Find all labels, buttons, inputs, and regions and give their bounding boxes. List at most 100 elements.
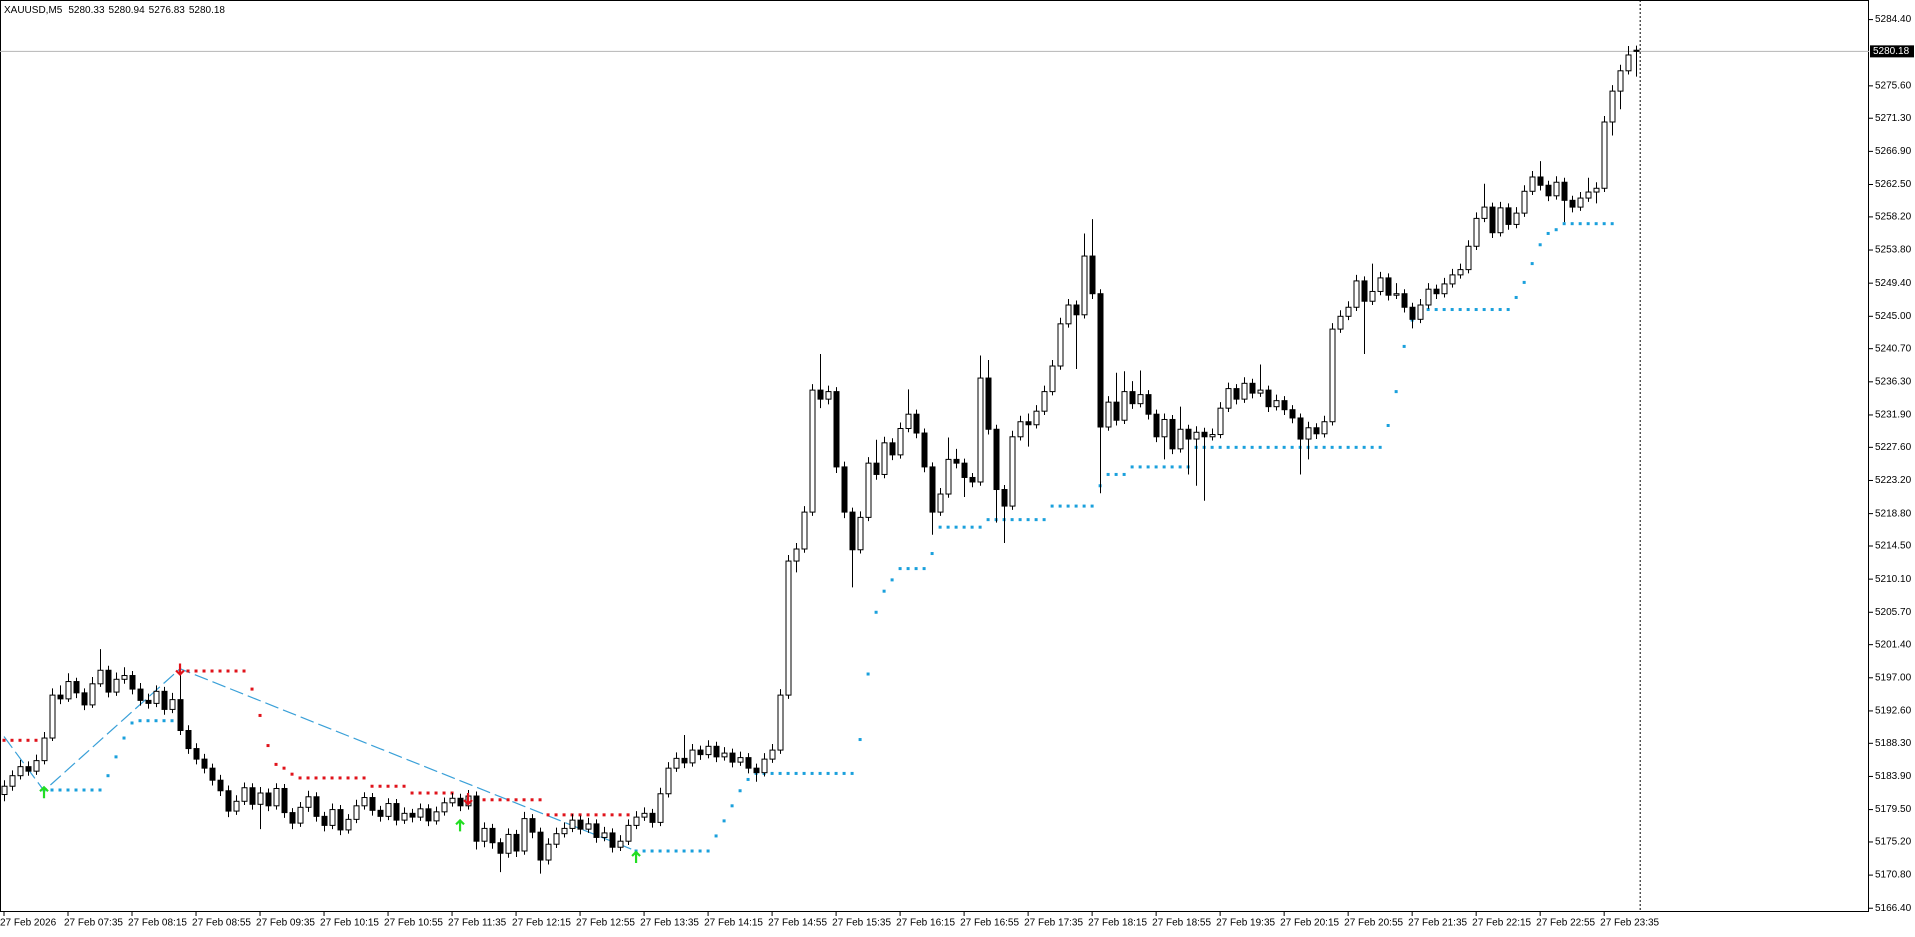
x-tick-label: 27 Feb 08:15 (128, 918, 187, 929)
candle-body (497, 842, 504, 854)
candle-body (673, 757, 680, 769)
candle-body (193, 748, 200, 760)
candle-body (1033, 410, 1040, 426)
y-tick-label: 5218.80 (1875, 508, 1912, 519)
stop-dot (10, 738, 14, 742)
stop-dot (1434, 308, 1438, 312)
candle-body (977, 377, 984, 483)
candle-body (1385, 277, 1392, 296)
x-tick-label: 27 Feb 18:55 (1152, 918, 1211, 929)
y-tick-label: 5201.40 (1875, 639, 1912, 650)
stop-dot (1538, 243, 1542, 247)
candle-body (857, 516, 864, 551)
candle-body (489, 827, 496, 844)
stop-dot (842, 771, 846, 775)
stop-dot (1050, 504, 1054, 508)
stop-dot (1138, 465, 1142, 469)
stop-dot (1570, 222, 1574, 226)
x-tick-label: 27 Feb 16:15 (896, 918, 955, 929)
candle-body (233, 800, 240, 812)
stop-dot (1330, 445, 1334, 449)
x-tick-label: 27 Feb 19:35 (1216, 918, 1275, 929)
stop-dot (890, 578, 894, 582)
candle-body (681, 757, 688, 764)
stop-dot (1370, 445, 1374, 449)
candle-body (329, 809, 336, 826)
stop-dot (154, 719, 158, 723)
stop-dot (1218, 445, 1222, 449)
stop-dot (402, 784, 406, 788)
header-close: 5280.18 (189, 5, 226, 16)
stop-dot (1514, 295, 1518, 299)
stop-dot (1234, 445, 1238, 449)
candle-body (729, 752, 736, 763)
stop-dot (1170, 465, 1174, 469)
candle-body (1121, 391, 1128, 421)
candle-body (1145, 394, 1152, 415)
candle-body (617, 840, 624, 848)
stop-dot (1266, 445, 1270, 449)
candle-body (177, 699, 184, 732)
candle-body (1129, 391, 1136, 405)
candle-body (1497, 207, 1504, 234)
stop-dot (170, 719, 174, 723)
header-low: 5276.83 (149, 5, 186, 16)
candle-body (361, 797, 368, 807)
stop-dot (1122, 472, 1126, 476)
stop-dot (370, 784, 374, 788)
candle-body (713, 745, 720, 758)
stop-dot (626, 813, 630, 817)
candle-body (953, 458, 960, 464)
candle-body (745, 757, 752, 769)
candle-body (1233, 388, 1240, 400)
candle-body (1609, 90, 1616, 123)
stop-dot (666, 849, 670, 853)
y-tick-label: 5197.00 (1875, 672, 1912, 683)
stop-dot (650, 849, 654, 853)
y-tick-label: 5170.80 (1875, 870, 1912, 881)
stop-dot (978, 525, 982, 529)
stop-dot (314, 776, 318, 780)
candle-body (369, 797, 376, 811)
candle-body (609, 832, 616, 848)
candle-body (49, 694, 56, 739)
stop-dot (562, 813, 566, 817)
candle-body (145, 699, 152, 704)
stop-dot (1210, 445, 1214, 449)
stop-dot (1258, 445, 1262, 449)
y-tick-label: 5175.20 (1875, 837, 1912, 848)
stop-dot (1498, 308, 1502, 312)
candle-body (1473, 217, 1480, 247)
candle-body (993, 428, 1000, 491)
stop-dot (858, 738, 862, 742)
candle-body (1185, 428, 1192, 440)
candle-body (161, 690, 168, 710)
stop-dot (226, 669, 230, 673)
stop-dot (106, 774, 110, 778)
candle-body (865, 462, 872, 518)
y-tick-label: 5249.40 (1875, 278, 1912, 289)
y-tick-label: 5192.60 (1875, 706, 1912, 717)
candle-body (1281, 400, 1288, 411)
signal-arrow (175, 663, 185, 677)
stop-dot (1178, 465, 1182, 469)
candle-body (921, 432, 928, 468)
signal-arrow (463, 793, 473, 806)
stop-dot (1282, 445, 1286, 449)
stop-dot (1322, 445, 1326, 449)
candle-body (761, 758, 768, 774)
stop-dot (610, 813, 614, 817)
x-tick-label: 27 Feb 17:35 (1024, 918, 1083, 929)
stop-dot (498, 798, 502, 802)
stop-dot (1378, 445, 1382, 449)
candle-body (793, 548, 800, 562)
candle-body (1577, 197, 1584, 208)
stop-dot (730, 804, 734, 808)
candle-body (1425, 288, 1432, 306)
candle-body (97, 669, 104, 685)
stop-dot (1074, 504, 1078, 508)
x-tick-label: 27 Feb 22:15 (1472, 918, 1531, 929)
stop-dot (970, 525, 974, 529)
candle-body (1345, 306, 1352, 317)
